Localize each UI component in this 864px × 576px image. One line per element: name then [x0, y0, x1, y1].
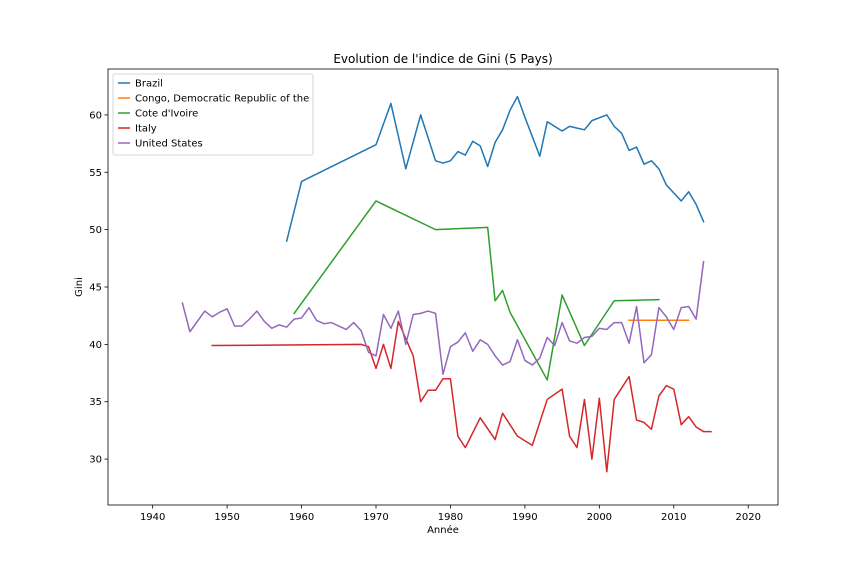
legend-box	[112, 73, 314, 156]
legend-label-0: Brazil	[135, 79, 163, 90]
series-line-4	[181, 260, 705, 375]
y-tick-label: 40	[89, 340, 102, 351]
series-line-0	[285, 95, 705, 243]
x-tick-label: 1980	[438, 512, 463, 523]
x-tick-label: 1970	[363, 512, 388, 523]
y-tick-label: 30	[89, 455, 102, 466]
series-line-2	[293, 200, 660, 381]
legend-label-1: Congo, Democratic Republic of the	[135, 94, 309, 105]
plot-lines	[181, 95, 712, 473]
x-tick-label: 1960	[289, 512, 314, 523]
legend-label-2: Cote d'Ivoire	[135, 109, 198, 120]
x-tick-label: 1950	[214, 512, 239, 523]
x-tick-label: 2000	[587, 512, 612, 523]
legend-label-4: United States	[135, 139, 203, 150]
y-tick-label: 50	[89, 225, 102, 236]
y-tick-label: 60	[89, 110, 102, 121]
series-line-3	[211, 320, 712, 473]
x-tick-label: 1940	[140, 512, 165, 523]
x-tick-label: 2010	[661, 512, 686, 523]
x-axis-label: Année	[427, 524, 459, 536]
x-tick-label: 2020	[735, 512, 760, 523]
y-tick-label: 35	[89, 397, 102, 408]
x-axis: 1940 1950 1960 1970 1980 1990 2000 2010 2020	[140, 505, 761, 523]
x-tick-label: 1990	[512, 512, 537, 523]
legend: Brazil Congo, Democratic Republic of the C…	[112, 73, 314, 156]
legend-label-3: Italy	[135, 124, 157, 135]
y-tick-label: 55	[89, 168, 102, 179]
y-tick-label: 45	[89, 283, 102, 294]
y-axis-label: Gini	[74, 277, 85, 297]
y-axis: 30 35 40 45 50 55 60	[89, 110, 108, 466]
chart-title: Evolution de l'indice de Gini (5 Pays)	[333, 52, 552, 66]
